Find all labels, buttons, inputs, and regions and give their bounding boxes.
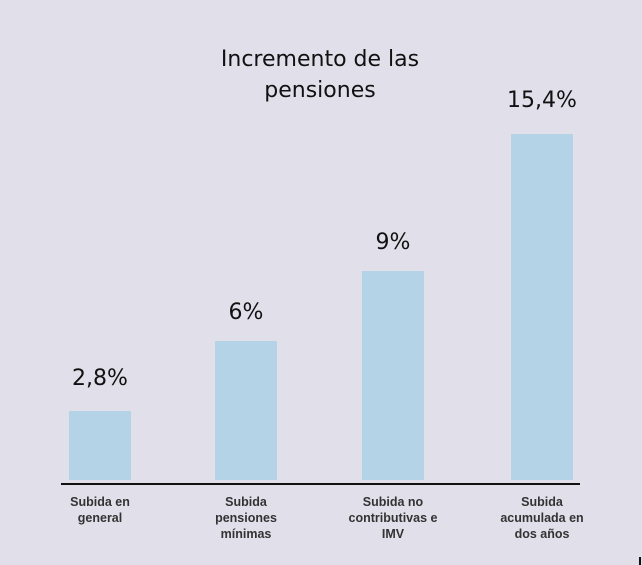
chart-title-line-1: Incremento de las [220, 47, 420, 72]
x-axis-category-label: Subida acumulada en dos años [477, 494, 607, 542]
bar-subida-pensiones-minimas [215, 341, 277, 480]
x-axis-category-label: Subida pensiones mínimas [181, 494, 311, 542]
chart-title: Incremento de las pensiones [170, 44, 470, 106]
category-line: pensiones [215, 511, 277, 525]
category-line: Subida en [70, 495, 130, 509]
x-axis-category-label: Subida en general [35, 494, 165, 526]
bar-subida-no-contributivas [362, 271, 424, 480]
category-line: general [77, 511, 123, 525]
corner-mark [639, 557, 641, 565]
bar-value-label: 6% [228, 300, 264, 325]
bar-value-label: 9% [375, 230, 411, 255]
bar-value-label: 15,4% [507, 88, 577, 113]
category-line: contributivas e [348, 511, 438, 525]
category-line: Subida [521, 495, 563, 509]
bar-subida-acumulada [511, 134, 573, 480]
x-axis-category-label: Subida no contributivas e IMV [328, 494, 458, 542]
category-line: IMV [381, 527, 405, 541]
bar-subida-general [69, 411, 131, 480]
x-axis-line [61, 483, 580, 485]
category-line: Subida no [362, 495, 424, 509]
category-line: acumulada en [500, 511, 584, 525]
bar-value-label: 2,8% [72, 366, 128, 391]
category-line: mínimas [220, 527, 272, 541]
category-line: Subida [225, 495, 267, 509]
chart-title-line-2: pensiones [264, 78, 376, 103]
category-line: dos años [514, 527, 570, 541]
